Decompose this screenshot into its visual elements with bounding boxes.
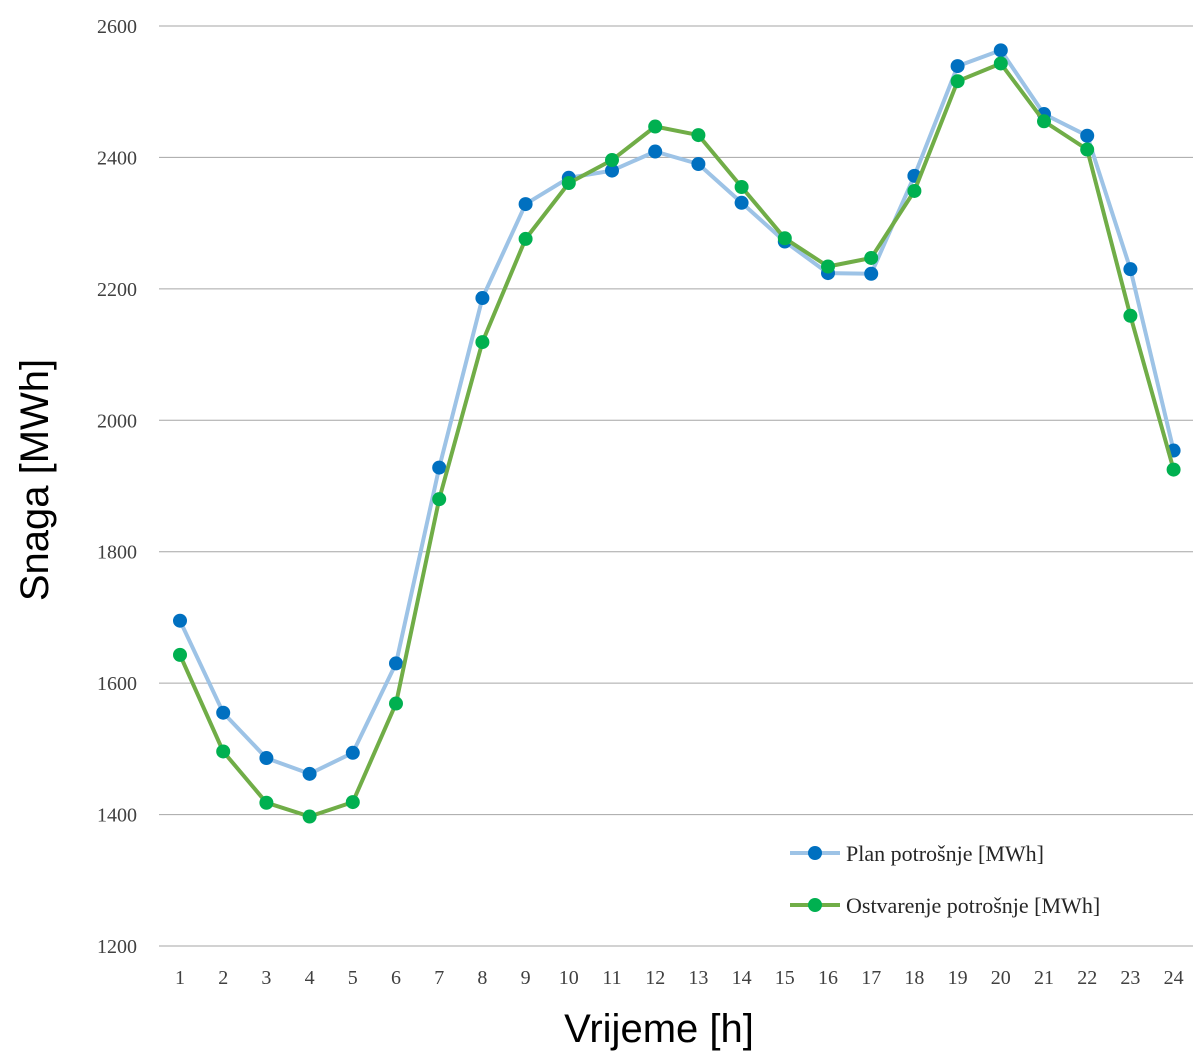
x-tick-label: 10 (559, 967, 579, 989)
data-point (605, 163, 619, 178)
data-point (950, 59, 965, 74)
data-point (648, 144, 663, 159)
x-tick-label: 21 (1034, 967, 1054, 989)
legend-item: Plan potrošnje [MWh] (790, 841, 1044, 866)
series-2 (173, 56, 1181, 824)
data-point (821, 259, 835, 274)
x-tick-label: 12 (645, 967, 665, 989)
x-tick-label: 20 (991, 967, 1011, 989)
data-point (734, 180, 749, 194)
x-tick-label: 24 (1164, 967, 1184, 989)
data-point (561, 176, 576, 191)
x-tick-label: 15 (775, 967, 795, 989)
x-axis-ticks: 1 2 3 4 5 6 7 8 9 10 11 12 13 14 15 16 17 18 19 20 21 22 23 24 (175, 967, 1184, 989)
data-point (345, 795, 360, 810)
data-point (173, 613, 187, 628)
x-tick-label: 17 (861, 967, 881, 989)
y-tick-label: 1400 (97, 805, 137, 827)
data-point (216, 744, 231, 759)
y-axis-title: Snaga [MWh] (13, 359, 57, 601)
y-tick-label: 2400 (97, 147, 137, 169)
series-1 (173, 43, 1181, 781)
x-tick-label: 16 (818, 967, 838, 989)
data-point (1166, 462, 1181, 477)
data-point (1123, 262, 1138, 277)
x-tick-label: 2 (218, 967, 228, 989)
series-layer (173, 43, 1181, 824)
x-tick-label: 9 (521, 967, 531, 989)
data-point (475, 291, 490, 306)
data-point (777, 231, 792, 246)
x-tick-label: 1 (175, 967, 185, 989)
data-point (216, 705, 231, 720)
x-axis-title: Vrijeme [h] (564, 1007, 754, 1051)
data-point (389, 656, 403, 671)
y-tick-label: 2200 (97, 279, 137, 301)
y-axis-ticks: 1200 1400 1600 1800 2000 2200 2400 2600 (97, 16, 137, 958)
data-point (993, 56, 1008, 71)
legend-item: Ostvarenje potrošnje [MWh] (790, 893, 1100, 918)
x-tick-label: 11 (602, 967, 621, 989)
gridlines (159, 25, 1193, 947)
data-point (691, 157, 706, 171)
series-line (178, 48, 1176, 776)
x-tick-label: 3 (261, 967, 271, 989)
y-tick-label: 1800 (97, 542, 137, 564)
data-point (734, 195, 749, 210)
legend-swatch-marker (808, 846, 822, 860)
data-point (864, 250, 879, 265)
data-point (605, 153, 619, 168)
data-point (864, 266, 879, 281)
data-point (432, 460, 447, 475)
x-tick-label: 4 (305, 967, 315, 989)
data-point (1080, 142, 1095, 157)
x-tick-label: 14 (732, 967, 752, 989)
data-point (389, 696, 403, 711)
x-tick-label: 18 (904, 967, 924, 989)
data-point (950, 74, 965, 89)
y-tick-label: 2000 (97, 410, 137, 432)
x-tick-label: 19 (948, 967, 968, 989)
legend: Plan potrošnje [MWh] Ostvarenje potrošnje… (790, 841, 1100, 918)
legend-label: Plan potrošnje [MWh] (846, 841, 1044, 866)
x-tick-label: 8 (477, 967, 487, 989)
data-point (302, 766, 317, 781)
data-point (1080, 128, 1095, 143)
x-tick-label: 22 (1077, 967, 1097, 989)
data-point (475, 335, 490, 350)
data-point (259, 751, 274, 766)
data-point (518, 231, 533, 246)
legend-label: Ostvarenje potrošnje [MWh] (846, 893, 1100, 918)
data-point (345, 745, 360, 760)
data-point (1123, 308, 1138, 323)
y-tick-label: 1600 (97, 673, 137, 695)
legend-swatch-marker (808, 898, 822, 912)
y-tick-label: 2600 (97, 16, 137, 38)
data-point (1037, 114, 1051, 129)
x-tick-label: 7 (434, 967, 444, 989)
data-point (173, 647, 187, 662)
data-point (648, 119, 663, 134)
data-point (691, 128, 706, 143)
y-tick-label: 1200 (97, 936, 137, 958)
data-point (907, 183, 922, 198)
data-point (259, 795, 274, 810)
x-tick-label: 6 (391, 967, 401, 989)
x-tick-label: 5 (348, 967, 358, 989)
data-point (993, 43, 1008, 58)
data-point (302, 809, 317, 824)
data-point (518, 197, 533, 212)
series-line (178, 61, 1176, 819)
data-point (432, 492, 447, 507)
x-tick-label: 13 (688, 967, 708, 989)
x-tick-label: 23 (1120, 967, 1140, 989)
